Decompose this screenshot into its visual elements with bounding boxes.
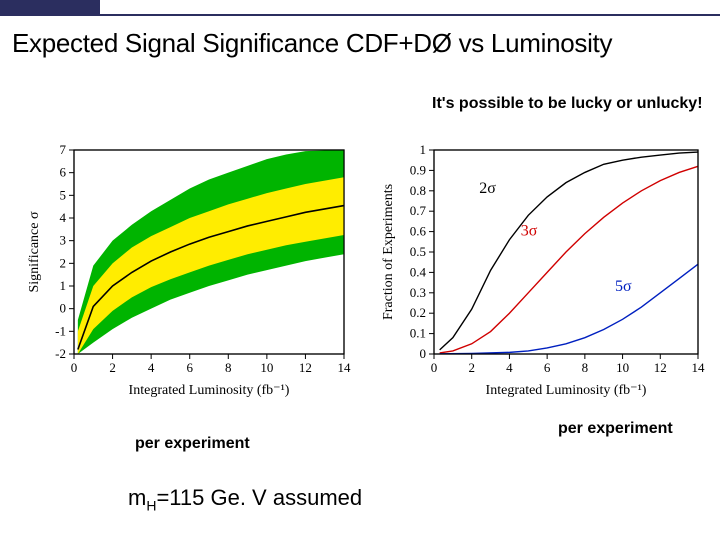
lucky-note-text: It's possible to be lucky or unlucky! (432, 95, 703, 112)
svg-text:1: 1 (60, 278, 67, 293)
slide-accent-bar (0, 0, 100, 14)
svg-text:14: 14 (338, 360, 352, 375)
svg-text:4: 4 (148, 360, 155, 375)
svg-text:2σ: 2σ (479, 180, 496, 197)
lucky-note: It's possible to be lucky or unlucky! (432, 94, 703, 114)
svg-text:12: 12 (654, 360, 667, 375)
significance-chart: 02468101214-2-101234567Integrated Lumino… (24, 140, 354, 400)
svg-text:10: 10 (616, 360, 629, 375)
svg-text:0: 0 (420, 346, 427, 361)
svg-text:10: 10 (260, 360, 273, 375)
svg-text:0.5: 0.5 (410, 244, 426, 259)
svg-text:8: 8 (582, 360, 589, 375)
svg-text:0.8: 0.8 (410, 183, 426, 198)
slide-accent-line (0, 14, 720, 16)
svg-text:1: 1 (420, 142, 427, 157)
per-experiment-right: per experiment (558, 420, 673, 438)
svg-text:8: 8 (225, 360, 232, 375)
svg-text:0.3: 0.3 (410, 285, 426, 300)
svg-text:0.4: 0.4 (410, 264, 427, 279)
per-experiment-left: per experiment (135, 435, 250, 453)
mass-assumption: mH=115 Ge. V assumed (128, 485, 362, 513)
svg-text:0.6: 0.6 (410, 224, 427, 239)
formula-sub: H (146, 497, 156, 513)
svg-text:4: 4 (60, 210, 67, 225)
svg-text:3: 3 (60, 233, 67, 248)
svg-text:14: 14 (692, 360, 706, 375)
formula-prefix: m (128, 485, 146, 510)
svg-text:Integrated Luminosity (fb⁻¹): Integrated Luminosity (fb⁻¹) (486, 383, 647, 398)
svg-text:Integrated Luminosity (fb⁻¹): Integrated Luminosity (fb⁻¹) (129, 383, 290, 398)
svg-text:6: 6 (60, 165, 67, 180)
svg-text:2: 2 (109, 360, 116, 375)
svg-text:0.1: 0.1 (410, 326, 426, 341)
svg-text:2: 2 (468, 360, 475, 375)
svg-text:-2: -2 (55, 346, 66, 361)
svg-text:0: 0 (60, 301, 67, 316)
formula-rest: =115 Ge. V assumed (156, 485, 362, 510)
svg-text:-1: -1 (55, 323, 66, 338)
svg-text:0: 0 (431, 360, 438, 375)
svg-text:4: 4 (506, 360, 513, 375)
slide-title: Expected Signal Significance CDF+DØ vs L… (12, 28, 612, 59)
svg-text:7: 7 (60, 142, 67, 157)
svg-text:3σ: 3σ (521, 223, 538, 240)
svg-text:0.2: 0.2 (410, 305, 426, 320)
svg-text:2: 2 (60, 255, 67, 270)
svg-text:0.7: 0.7 (410, 203, 427, 218)
fraction-chart: 2σ 3σ 5σ 0 2 4 6 8 10 12 14 0 0.1 0.2 0.3 0.4 0.5 0.6 0.7 0… (378, 140, 708, 400)
svg-text:12: 12 (299, 360, 312, 375)
svg-text:0.9: 0.9 (410, 162, 426, 177)
svg-text:Fraction of Experiments: Fraction of Experiments (381, 184, 396, 320)
svg-text:0: 0 (71, 360, 78, 375)
svg-text:6: 6 (186, 360, 193, 375)
svg-text:5: 5 (60, 187, 67, 202)
svg-text:5σ: 5σ (615, 278, 632, 295)
svg-text:6: 6 (544, 360, 551, 375)
svg-text:Significance σ: Significance σ (27, 211, 42, 292)
